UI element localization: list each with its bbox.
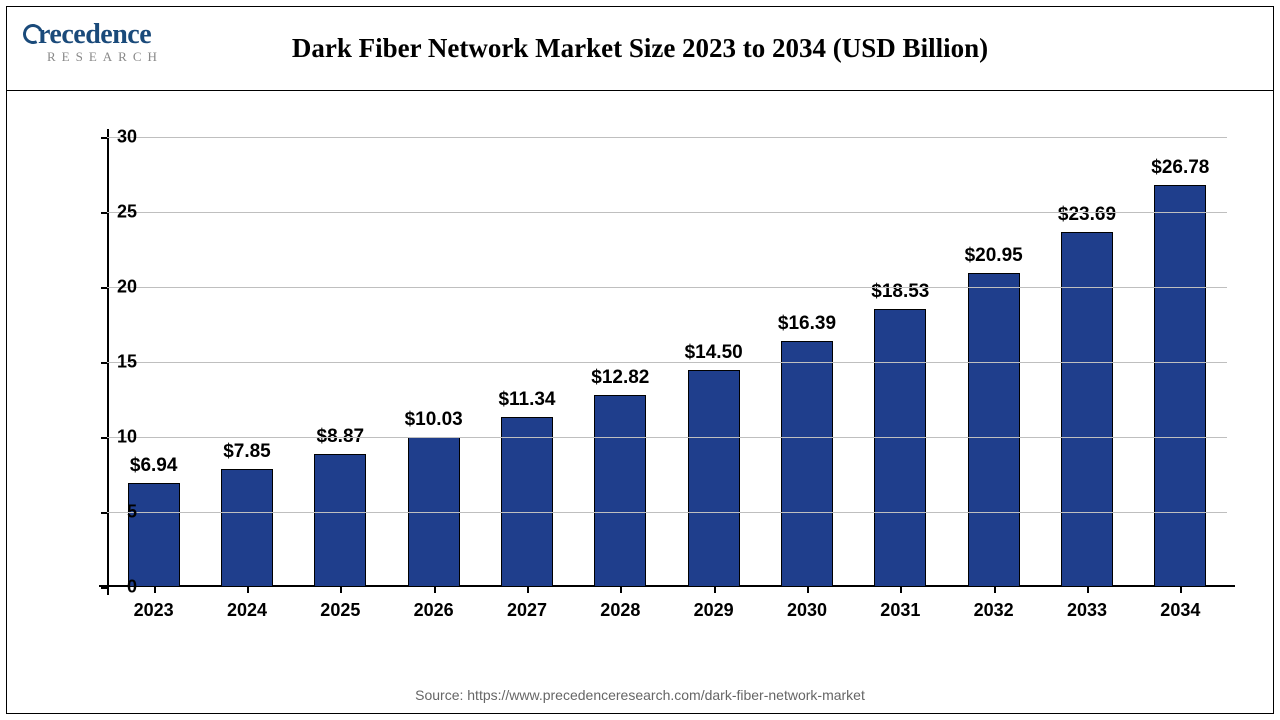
bar: $23.69 <box>1061 232 1113 587</box>
x-tick-mark <box>434 587 436 593</box>
x-tick-label: 2025 <box>320 600 360 621</box>
gridline <box>107 287 1227 288</box>
bar-fill <box>501 417 553 587</box>
bar-value-label: $16.39 <box>747 313 867 335</box>
x-tick-label: 2030 <box>787 600 827 621</box>
y-tick-label: 25 <box>77 202 137 223</box>
bar: $26.78 <box>1154 185 1206 587</box>
y-tick-mark <box>101 137 107 139</box>
x-tick-mark <box>340 587 342 593</box>
bar-fill <box>1061 232 1113 587</box>
y-tick-label: 15 <box>77 352 137 373</box>
x-tick-mark <box>994 587 996 593</box>
x-tick-label: 2026 <box>414 600 454 621</box>
plot: $6.942023$7.852024$8.872025$10.032026$11… <box>107 137 1227 587</box>
bar: $12.82 <box>594 395 646 587</box>
bar: $16.39 <box>781 341 833 587</box>
x-tick-mark <box>714 587 716 593</box>
bar: $14.50 <box>688 370 740 588</box>
y-tick-mark <box>101 512 107 514</box>
source-text: Source: https://www.precedenceresearch.c… <box>7 687 1273 703</box>
x-tick-mark <box>900 587 902 593</box>
bar-fill <box>968 273 1020 587</box>
logo-subtext: RESEARCH <box>47 49 225 65</box>
y-tick-mark <box>101 287 107 289</box>
bar: $6.94 <box>128 483 180 587</box>
x-tick-mark <box>1180 587 1182 593</box>
x-tick-label: 2023 <box>134 600 174 621</box>
header-bar: recedence RESEARCH Dark Fiber Network Ma… <box>7 7 1273 91</box>
y-tick-mark <box>101 212 107 214</box>
y-tick-mark <box>101 437 107 439</box>
x-tick-label: 2028 <box>600 600 640 621</box>
logo-main-text: recedence <box>38 19 151 50</box>
gridline <box>107 362 1227 363</box>
x-tick-mark <box>1087 587 1089 593</box>
bar-fill <box>874 309 926 587</box>
x-tick-mark <box>247 587 249 593</box>
bar-fill <box>594 395 646 587</box>
x-tick-mark <box>807 587 809 593</box>
x-tick-label: 2033 <box>1067 600 1107 621</box>
bar-value-label: $14.50 <box>654 342 774 364</box>
logo-text: recedence <box>25 19 225 51</box>
brand-logo: recedence RESEARCH <box>25 19 225 65</box>
y-tick-mark <box>101 587 107 589</box>
x-tick-label: 2029 <box>694 600 734 621</box>
bar-fill <box>1154 185 1206 587</box>
x-tick-mark <box>527 587 529 593</box>
bar-value-label: $10.03 <box>374 409 494 431</box>
x-tick-mark <box>620 587 622 593</box>
bar-value-label: $18.53 <box>840 281 960 303</box>
bar-value-label: $26.78 <box>1120 157 1240 179</box>
gridline <box>107 212 1227 213</box>
bar: $18.53 <box>874 309 926 587</box>
y-tick-label: 5 <box>77 502 137 523</box>
bar-value-label: $11.34 <box>467 389 587 411</box>
bar-value-label: $20.95 <box>934 245 1054 267</box>
y-tick-label: 20 <box>77 277 137 298</box>
bar-fill <box>781 341 833 587</box>
x-tick-label: 2031 <box>880 600 920 621</box>
bar: $20.95 <box>968 273 1020 587</box>
logo-p-icon <box>25 19 38 51</box>
x-tick-label: 2034 <box>1160 600 1200 621</box>
x-tick-mark <box>154 587 156 593</box>
chart-area: $6.942023$7.852024$8.872025$10.032026$11… <box>67 137 1237 627</box>
gridline <box>107 512 1227 513</box>
bar-fill <box>128 483 180 587</box>
bar-fill <box>314 454 366 587</box>
x-tick-label: 2027 <box>507 600 547 621</box>
bar: $11.34 <box>501 417 553 587</box>
x-tick-label: 2024 <box>227 600 267 621</box>
bar: $8.87 <box>314 454 366 587</box>
y-tick-mark <box>101 362 107 364</box>
y-tick-label: 10 <box>77 427 137 448</box>
gridline <box>107 137 1227 138</box>
bar: $7.85 <box>221 469 273 587</box>
bar-fill <box>688 370 740 588</box>
chart-frame: recedence RESEARCH Dark Fiber Network Ma… <box>6 6 1274 714</box>
y-tick-label: 30 <box>77 127 137 148</box>
gridline <box>107 437 1227 438</box>
bar-value-label: $23.69 <box>1027 204 1147 226</box>
y-tick-label: 0 <box>77 577 137 598</box>
x-tick-label: 2032 <box>974 600 1014 621</box>
bar-fill <box>221 469 273 587</box>
bar-value-label: $12.82 <box>560 367 680 389</box>
